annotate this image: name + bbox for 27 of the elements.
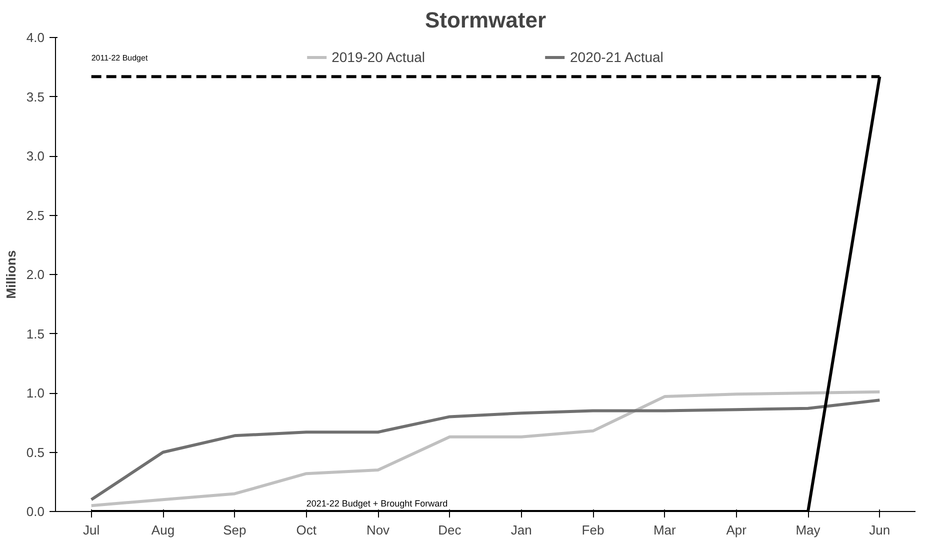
x-tick-label: Jan xyxy=(510,522,532,538)
series-label: 2021-22 Budget + Brought Forward xyxy=(306,498,448,508)
y-axis-title: Millions xyxy=(3,250,18,299)
x-tick-label: Jun xyxy=(869,522,890,538)
legend-label: 2020-21 Actual xyxy=(570,49,664,65)
x-tick-label: Apr xyxy=(726,522,748,538)
x-tick-label: Mar xyxy=(653,522,677,538)
x-tick-label: Feb xyxy=(582,522,604,538)
y-tick-label: 3.5 xyxy=(26,89,45,104)
y-tick-label: 1.0 xyxy=(26,386,45,400)
y-tick-label: 0.5 xyxy=(26,444,45,460)
y-tick-label: 2.5 xyxy=(26,208,45,223)
y-tick-label: 0.0 xyxy=(26,504,45,519)
x-tick-label: Dec xyxy=(438,522,462,538)
x-tick-label: Sep xyxy=(223,522,246,538)
y-tick-label: 1.5 xyxy=(26,326,45,342)
legend-label: 2019-20 Actual xyxy=(332,49,425,65)
y-tick-label: 3.0 xyxy=(26,148,45,164)
y-tick-label: 2.0 xyxy=(26,267,45,282)
x-tick-label: Nov xyxy=(366,522,390,538)
x-tick-label: May xyxy=(796,522,821,538)
y-tick-label: 4.0 xyxy=(26,30,45,45)
x-tick-label: Oct xyxy=(296,522,317,538)
chart-title: Stormwater xyxy=(424,8,546,32)
ref-line-label: 2011-22 Budget xyxy=(91,54,148,63)
x-tick-label: Aug xyxy=(151,522,175,538)
x-tick-label: Jul xyxy=(83,522,100,538)
